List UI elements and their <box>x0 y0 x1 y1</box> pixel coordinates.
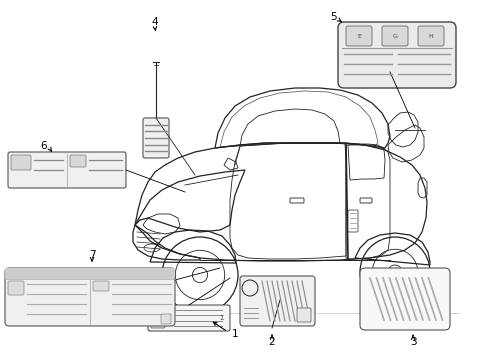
Text: H: H <box>428 33 432 39</box>
FancyBboxPatch shape <box>381 26 407 46</box>
Text: $\Sigma$: $\Sigma$ <box>219 314 224 323</box>
FancyBboxPatch shape <box>151 308 164 328</box>
FancyBboxPatch shape <box>359 198 371 203</box>
Text: 6: 6 <box>41 141 47 151</box>
FancyBboxPatch shape <box>5 268 175 279</box>
FancyBboxPatch shape <box>11 155 31 170</box>
FancyBboxPatch shape <box>240 276 314 326</box>
FancyBboxPatch shape <box>296 308 310 322</box>
FancyBboxPatch shape <box>337 22 455 88</box>
Text: 7: 7 <box>88 250 95 260</box>
FancyBboxPatch shape <box>8 152 126 188</box>
Text: 1: 1 <box>231 329 238 339</box>
Text: 2: 2 <box>268 337 275 347</box>
FancyBboxPatch shape <box>70 155 86 167</box>
FancyBboxPatch shape <box>346 26 371 46</box>
Text: G: G <box>392 33 397 39</box>
FancyBboxPatch shape <box>5 268 175 326</box>
FancyBboxPatch shape <box>417 26 443 46</box>
FancyBboxPatch shape <box>359 268 449 330</box>
FancyBboxPatch shape <box>8 281 24 295</box>
FancyBboxPatch shape <box>148 305 229 331</box>
FancyBboxPatch shape <box>161 314 171 324</box>
Text: 4: 4 <box>151 17 158 27</box>
FancyBboxPatch shape <box>289 198 304 203</box>
Text: E: E <box>356 33 360 39</box>
Text: 5: 5 <box>330 12 336 22</box>
FancyBboxPatch shape <box>142 118 169 158</box>
FancyBboxPatch shape <box>347 210 357 232</box>
Text: 3: 3 <box>409 337 415 347</box>
FancyBboxPatch shape <box>93 281 109 291</box>
